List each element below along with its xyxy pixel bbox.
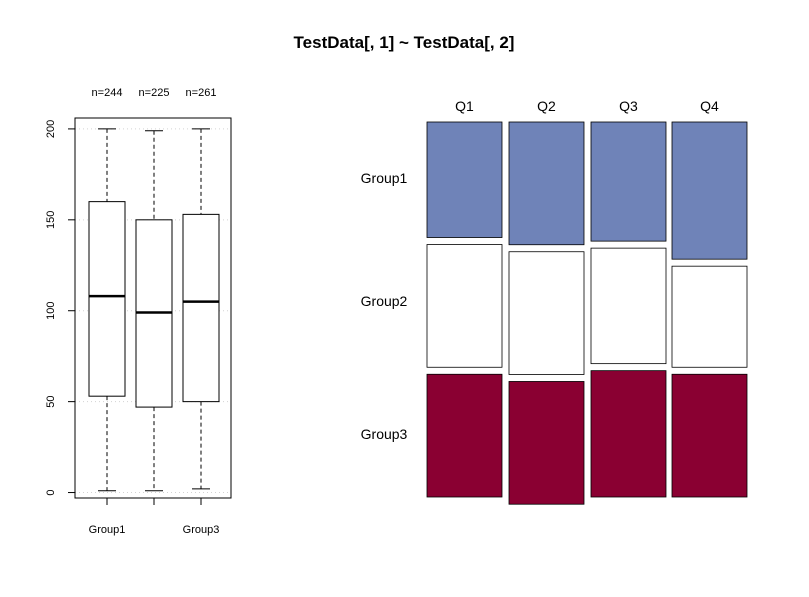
column-label-q1: Q1 <box>455 98 474 114</box>
n-label: n=261 <box>186 87 217 99</box>
mosaic-cell-q3-group3 <box>590 370 667 498</box>
column-label-q2: Q2 <box>537 98 556 114</box>
mosaic-cell-q2-group2 <box>508 251 585 375</box>
boxplot-panel: n=244 n=225 n=261 0 50 100 150 200 Group1 Group3 <box>45 87 232 536</box>
row-label-group3: Group3 <box>361 426 408 442</box>
column-label-q4: Q4 <box>700 98 719 114</box>
mosaic-cell-q3-group2 <box>590 247 667 365</box>
chart-title: TestData[, 1] ~ TestData[, 2] <box>294 33 515 52</box>
box-group1 <box>88 201 126 397</box>
y-tick-label: 100 <box>45 302 57 320</box>
plot-frame <box>74 117 232 499</box>
mosaic-cell-q2-group3 <box>508 381 585 505</box>
box-group3 <box>182 213 220 403</box>
mosaic-cell-q2-group1 <box>508 121 585 246</box>
y-tick-label: 0 <box>45 489 57 495</box>
mosaic-cell-q4-group2 <box>671 265 748 368</box>
row-label-group1: Group1 <box>361 170 408 186</box>
mosaic-cell-q1-group3 <box>426 373 503 498</box>
y-tick-label: 150 <box>45 211 57 229</box>
row-label-group2: Group2 <box>361 293 408 309</box>
mosaic-cell-q4-group1 <box>671 121 748 260</box>
mosaic-panel: Q1 Q2 Q3 Q4 Group1 Group2 Group3 <box>361 98 748 505</box>
x-tick-label: Group3 <box>183 524 220 536</box>
mosaic-cell-q1-group1 <box>426 121 503 238</box>
mosaic-cell-q4-group3 <box>671 373 748 498</box>
y-tick-label: 50 <box>45 396 57 408</box>
mosaic-cell-q3-group1 <box>590 121 667 242</box>
n-label: n=225 <box>139 87 170 99</box>
n-label: n=244 <box>92 87 123 99</box>
mosaic-cell-q1-group2 <box>426 244 503 368</box>
column-label-q3: Q3 <box>619 98 638 114</box>
y-tick-label: 200 <box>45 120 57 138</box>
x-tick-label: Group1 <box>89 524 126 536</box>
